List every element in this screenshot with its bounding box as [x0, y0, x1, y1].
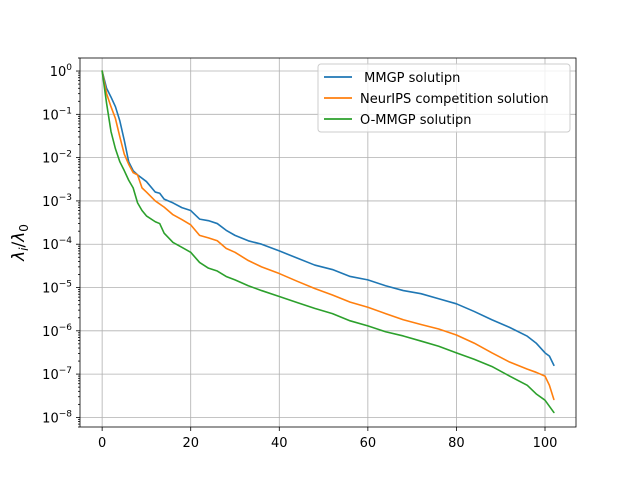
- y-tick-label: 10−8: [42, 409, 72, 426]
- axes-frame: [79, 57, 577, 428]
- y-tick-base: 10: [42, 152, 59, 167]
- y-tick-base: 10: [42, 195, 59, 210]
- x-tick-label: 100: [533, 436, 558, 451]
- series-line-3: [101, 70, 555, 414]
- series-line-1: [101, 70, 555, 367]
- y-tick-base: 10: [42, 238, 59, 253]
- y-tick-label: 100: [50, 63, 73, 80]
- y-axis-label: λi/λ0: [9, 224, 31, 262]
- x-tick-label: 20: [182, 436, 199, 451]
- y-tick-label: 10−7: [42, 366, 72, 383]
- legend: MMGP solutipn NeurIPS competition solutio…: [317, 63, 571, 133]
- y-tick-label: 10−3: [42, 193, 72, 210]
- x-tick-label: 80: [448, 436, 465, 451]
- series-line-2: [101, 70, 555, 401]
- y-tick-exponent: −1: [59, 106, 72, 116]
- legend-label-1: MMGP solutipn: [360, 71, 460, 86]
- y-tick-exponent: −5: [59, 280, 72, 290]
- y-tick-base: 10: [42, 368, 59, 383]
- y-tick-label: 10−6: [42, 323, 72, 340]
- legend-box: [317, 63, 571, 133]
- y-tick-exponent: −4: [59, 236, 73, 246]
- x-tick-label: 60: [360, 436, 377, 451]
- y-tick-label: 10−5: [42, 280, 72, 297]
- y-tick-base: 10: [50, 65, 67, 80]
- x-tick-label: 0: [98, 436, 106, 451]
- y-tick-label: 10−4: [42, 236, 72, 253]
- x-axis: 0 20 40 60 80 100: [98, 427, 557, 451]
- y-tick-exponent: −6: [59, 323, 73, 333]
- y-tick-base: 10: [42, 411, 59, 426]
- legend-label-2: NeurIPS competition solution: [360, 92, 549, 107]
- y-tick-exponent: −2: [59, 150, 72, 160]
- y-tick-base: 10: [42, 325, 59, 340]
- x-tick-label: 40: [271, 436, 288, 451]
- y-tick-base: 10: [42, 108, 59, 123]
- y-tick-exponent: −8: [59, 409, 73, 419]
- y-tick-exponent: −7: [59, 366, 72, 376]
- y-tick-exponent: −3: [59, 193, 72, 203]
- y-tick-base: 10: [42, 282, 59, 297]
- y-tick-label: 10−2: [42, 150, 72, 167]
- y-tick-exponent: 0: [66, 63, 72, 73]
- y-axis-label-text: λi/λ0: [9, 224, 31, 262]
- y-tick-label: 10−1: [42, 106, 72, 123]
- plot-lines: [101, 70, 555, 414]
- legend-label-3: O-MMGP solutipn: [360, 113, 472, 128]
